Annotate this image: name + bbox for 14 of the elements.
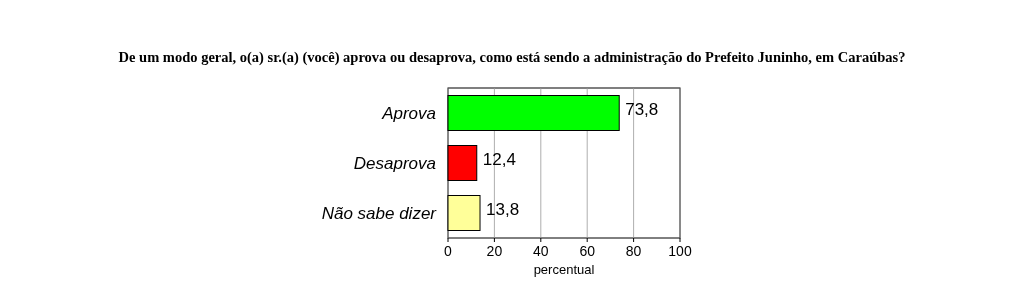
data-label: 13,8 [486,200,520,220]
x-axis-title: percentual [533,262,595,277]
x-tick-label: 0 [444,243,453,259]
data-label: 73,8 [625,100,659,120]
chart-title: De um modo geral, o(a) sr.(a) (você) aprova ou desaprova, como está sendo a administração do Prefeito Juninho, em Caraúbas? [118,49,906,66]
x-tick-label: 60 [579,243,596,259]
y-tick-label: Não sabe dizer [321,204,438,224]
x-tick-label: 100 [668,243,692,259]
x-tick-label: 20 [486,243,503,259]
x-tick-label: 40 [533,243,549,259]
data-label: 12,4 [482,150,516,170]
y-tick-label: Aprova [381,104,436,124]
x-tick-label: 80 [625,243,642,259]
y-tick-label: Desaprova [353,154,436,174]
